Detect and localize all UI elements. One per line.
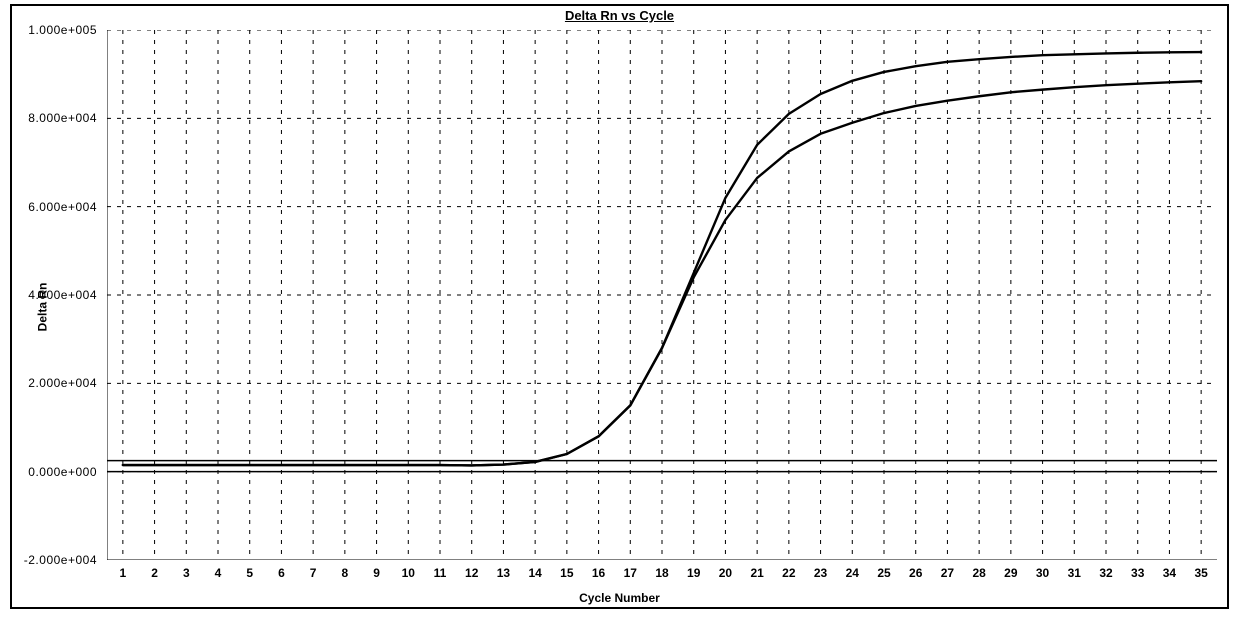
xtick-label: 14 [528,566,541,580]
chart-frame: Delta Rn vs Cycle Delta Rn Cycle Number … [10,4,1229,609]
chart-title: Delta Rn vs Cycle [12,8,1227,23]
plot-area [107,30,1217,560]
xtick-label: 8 [342,566,349,580]
xtick-label: 3 [183,566,190,580]
xtick-label: 12 [465,566,478,580]
xtick-label: 5 [246,566,253,580]
xtick-label: 9 [373,566,380,580]
xtick-label: 20 [719,566,732,580]
xtick-label: 29 [1004,566,1017,580]
xtick-label: 7 [310,566,317,580]
xtick-label: 24 [846,566,859,580]
xtick-label: 16 [592,566,605,580]
plot-svg [107,30,1217,560]
ytick-label: 2.000e+004 [0,376,97,390]
xtick-label: 25 [877,566,890,580]
xtick-label: 13 [497,566,510,580]
x-axis-title: Cycle Number [12,591,1227,605]
ytick-label: 4.000e+004 [0,288,97,302]
xtick-label: 31 [1068,566,1081,580]
xtick-label: 26 [909,566,922,580]
xtick-label: 28 [972,566,985,580]
xtick-label: 1 [120,566,127,580]
xtick-label: 23 [814,566,827,580]
xtick-label: 15 [560,566,573,580]
xtick-label: 11 [434,566,447,580]
ytick-label: 1.000e+005 [0,23,97,37]
xtick-label: 33 [1131,566,1144,580]
ytick-label: 8.000e+004 [0,111,97,125]
xtick-label: 32 [1099,566,1112,580]
xtick-label: 18 [655,566,668,580]
xtick-label: 17 [624,566,637,580]
xtick-label: 35 [1194,566,1207,580]
xtick-label: 10 [402,566,415,580]
xtick-label: 6 [278,566,285,580]
xtick-label: 22 [782,566,795,580]
xtick-label: 19 [687,566,700,580]
xtick-label: 21 [750,566,763,580]
xtick-label: 27 [941,566,954,580]
ytick-label: -2.000e+004 [0,553,97,567]
xtick-label: 2 [151,566,158,580]
xtick-label: 34 [1163,566,1176,580]
xtick-label: 4 [215,566,222,580]
xtick-label: 30 [1036,566,1049,580]
ytick-label: 0.000e+000 [0,465,97,479]
ytick-label: 6.000e+004 [0,200,97,214]
